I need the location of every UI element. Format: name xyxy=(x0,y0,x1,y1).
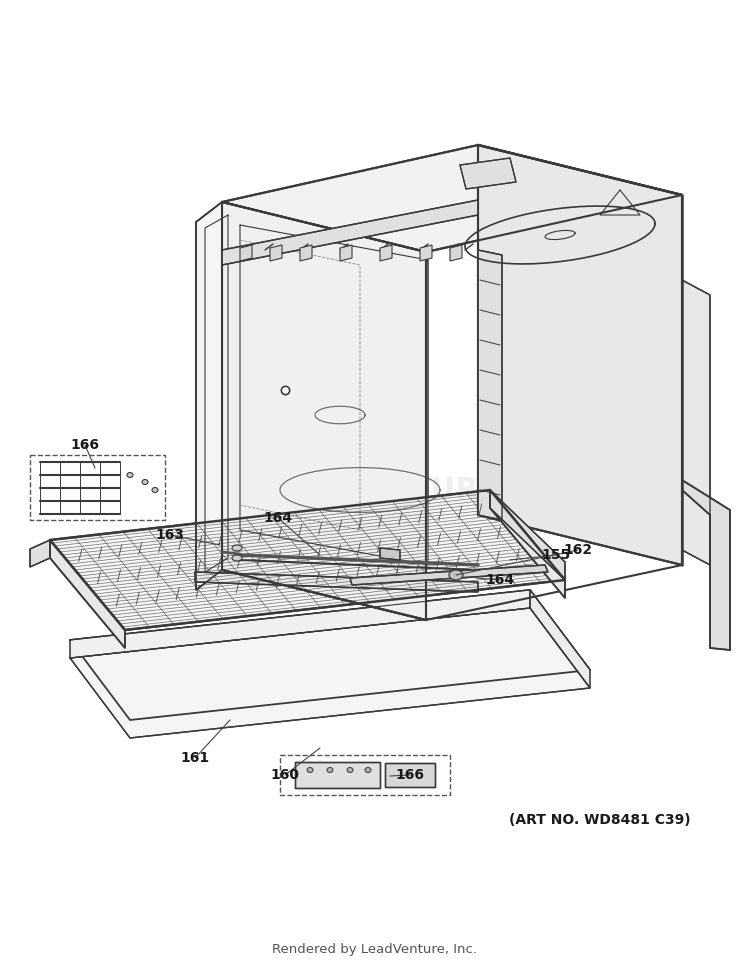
Ellipse shape xyxy=(327,767,333,773)
Ellipse shape xyxy=(127,473,133,478)
Text: 162: 162 xyxy=(563,543,592,557)
Text: LEADVENTURE: LEADVENTURE xyxy=(251,476,500,505)
Polygon shape xyxy=(385,763,435,787)
Polygon shape xyxy=(50,540,125,648)
Polygon shape xyxy=(222,145,682,252)
Ellipse shape xyxy=(152,487,158,492)
Polygon shape xyxy=(682,280,710,565)
Polygon shape xyxy=(682,480,730,650)
Polygon shape xyxy=(270,245,282,261)
Ellipse shape xyxy=(449,570,463,580)
Polygon shape xyxy=(420,245,432,261)
Text: 155: 155 xyxy=(542,548,571,562)
Ellipse shape xyxy=(232,555,242,561)
Ellipse shape xyxy=(142,480,148,485)
Polygon shape xyxy=(380,245,392,261)
Text: 164: 164 xyxy=(485,573,514,587)
Polygon shape xyxy=(530,590,590,688)
Polygon shape xyxy=(490,490,565,580)
Polygon shape xyxy=(195,572,478,592)
Ellipse shape xyxy=(365,767,371,773)
Text: 163: 163 xyxy=(155,528,184,542)
Text: 166: 166 xyxy=(70,438,100,452)
Text: 166: 166 xyxy=(395,768,424,782)
Text: Rendered by LeadVenture, Inc.: Rendered by LeadVenture, Inc. xyxy=(272,944,478,956)
Ellipse shape xyxy=(347,767,353,773)
Polygon shape xyxy=(460,158,516,189)
Polygon shape xyxy=(240,225,428,565)
Polygon shape xyxy=(30,540,50,567)
Polygon shape xyxy=(340,245,352,261)
Polygon shape xyxy=(350,565,548,585)
Ellipse shape xyxy=(307,767,313,773)
Text: 164: 164 xyxy=(263,511,292,525)
Polygon shape xyxy=(222,202,426,620)
Polygon shape xyxy=(478,145,682,565)
Polygon shape xyxy=(300,245,312,261)
Polygon shape xyxy=(295,762,380,788)
Polygon shape xyxy=(70,608,590,738)
Text: 160: 160 xyxy=(271,768,299,782)
Text: 161: 161 xyxy=(181,751,209,765)
Polygon shape xyxy=(196,202,222,590)
Polygon shape xyxy=(240,245,252,261)
Polygon shape xyxy=(380,548,400,560)
Text: (ART NO. WD8481 C39): (ART NO. WD8481 C39) xyxy=(509,813,691,827)
Polygon shape xyxy=(478,250,502,520)
Polygon shape xyxy=(490,490,565,598)
Polygon shape xyxy=(70,590,530,658)
Polygon shape xyxy=(450,245,462,261)
Ellipse shape xyxy=(232,545,242,551)
Polygon shape xyxy=(70,590,590,720)
Polygon shape xyxy=(222,200,478,265)
Polygon shape xyxy=(50,490,565,630)
